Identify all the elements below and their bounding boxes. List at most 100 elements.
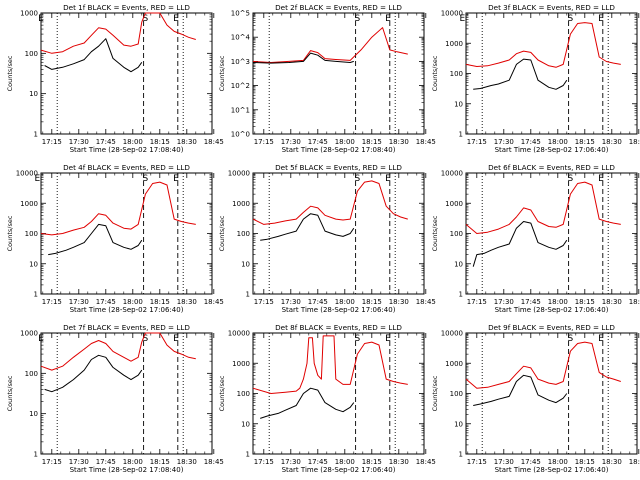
event-marker-label: E xyxy=(38,14,44,24)
event-marker-label: S xyxy=(143,14,149,24)
y-tick-label: 1000 xyxy=(445,200,463,208)
x-tick-label: 17:15 xyxy=(42,138,62,146)
chart-title: Det 3f BLACK = Events, RED = LLD xyxy=(488,3,615,12)
event-marker-label: E xyxy=(35,174,41,184)
x-tick-label: 17:15 xyxy=(254,298,274,306)
y-tick-label: 10 xyxy=(241,260,250,268)
chart-title: Det 9f BLACK = Events, RED = LLD xyxy=(488,323,615,332)
x-tick-label: 18:00 xyxy=(123,298,143,306)
y-tick-label: 1 xyxy=(459,291,463,299)
x-axis-label: Start Time (28-Sep-02 17:08:40) xyxy=(282,146,396,154)
y-tick-label: 10^2 xyxy=(231,82,250,90)
y-tick-label: 10000 xyxy=(228,330,250,338)
y-tick-label: 10 xyxy=(241,420,250,428)
y-tick-label: 1 xyxy=(34,451,38,459)
lld-series-line xyxy=(465,341,621,389)
x-tick-label: 18:30 xyxy=(602,458,622,466)
chart-title: Det 4f BLACK = Events, RED = LLD xyxy=(63,163,190,172)
events-series-line xyxy=(260,387,355,419)
y-axis-label: Counts/sec xyxy=(431,55,439,91)
x-tick-label: 17:15 xyxy=(467,138,487,146)
y-tick-label: 10 xyxy=(29,410,38,418)
x-tick-label: 17:30 xyxy=(494,458,514,466)
event-marker-label: E xyxy=(173,174,179,184)
x-tick-label: 18:15 xyxy=(150,458,170,466)
x-tick-label: 17:45 xyxy=(521,298,541,306)
plot-frame xyxy=(252,172,425,295)
x-tick-label: 18:00 xyxy=(548,138,568,146)
x-tick-label: 17:45 xyxy=(96,458,116,466)
x-tick-label: 18:45 xyxy=(416,458,436,466)
x-tick-label: 17:15 xyxy=(254,458,274,466)
x-tick-label: 17:45 xyxy=(308,138,328,146)
lld-series-line xyxy=(252,27,408,63)
y-tick-label: 10^3 xyxy=(231,58,250,66)
lld-series-line xyxy=(40,12,196,54)
x-tick-label: 18:15 xyxy=(575,458,595,466)
y-tick-label: 10000 xyxy=(228,170,250,178)
event-marker-label: E xyxy=(385,174,391,184)
event-marker-label: E xyxy=(38,334,44,344)
x-tick-label: 17:30 xyxy=(494,298,514,306)
plot-frame xyxy=(40,332,213,455)
y-tick-label: 10^1 xyxy=(231,106,250,114)
x-tick-label: 18:00 xyxy=(335,138,355,146)
y-tick-label: 1 xyxy=(246,451,250,459)
y-tick-label: 10 xyxy=(454,420,463,428)
y-tick-label: 1 xyxy=(459,131,463,139)
x-tick-label: 18:45 xyxy=(629,298,640,306)
events-series-line xyxy=(473,374,568,406)
x-tick-label: 17:30 xyxy=(494,138,514,146)
event-marker-label: E xyxy=(385,334,391,344)
y-tick-label: 1 xyxy=(459,451,463,459)
x-tick-label: 18:30 xyxy=(602,298,622,306)
chart-panel-3: Det 3f BLACK = Events, RED = LLD 1 10 100 10… xyxy=(431,3,640,154)
x-axis-label: Start Time (28-Sep-02 17:06:40) xyxy=(282,466,396,474)
y-tick-label: 1 xyxy=(246,291,250,299)
x-tick-label: 17:15 xyxy=(42,458,62,466)
event-marker-label: E xyxy=(598,14,604,24)
event-marker-label: E xyxy=(460,14,466,24)
y-tick-label: 1000 xyxy=(445,40,463,48)
x-axis-label: Start Time (28-Sep-02 17:06:40) xyxy=(495,306,609,314)
lld-series-line xyxy=(252,180,408,225)
y-tick-label: 10^0 xyxy=(231,131,250,139)
x-tick-label: 18:15 xyxy=(362,138,382,146)
y-tick-label: 100 xyxy=(450,390,463,398)
y-tick-label: 1 xyxy=(34,291,38,299)
y-axis-label: Counts/sec xyxy=(6,55,14,91)
x-tick-label: 18:15 xyxy=(575,298,595,306)
lld-series-line xyxy=(465,181,621,234)
x-tick-label: 18:15 xyxy=(362,458,382,466)
lld-series-line xyxy=(40,332,196,371)
plot-frame xyxy=(252,12,425,135)
x-tick-label: 18:00 xyxy=(335,458,355,466)
x-axis-label: Start Time (28-Sep-02 17:06:40) xyxy=(282,306,396,314)
plot-frame xyxy=(40,172,213,295)
y-tick-label: 100 xyxy=(237,230,250,238)
x-tick-label: 18:15 xyxy=(575,138,595,146)
events-series-line xyxy=(48,223,143,256)
chart-title: Det 2f BLACK = Events, RED = LLD xyxy=(275,3,402,12)
y-axis-label: Counts/sec xyxy=(6,375,14,411)
chart-title: Det 1f BLACK = Events, RED = LLD xyxy=(63,3,190,12)
chart-panel-6: Det 6f BLACK = Events, RED = LLD 1 10 100 10… xyxy=(431,163,640,314)
x-tick-label: 18:00 xyxy=(123,458,143,466)
y-axis-label: Counts/sec xyxy=(431,215,439,251)
event-marker-label: S xyxy=(568,14,574,24)
y-tick-label: 10000 xyxy=(441,170,463,178)
y-tick-label: 10000 xyxy=(441,330,463,338)
lld-series-line xyxy=(40,181,196,236)
lld-series-line xyxy=(465,22,621,68)
events-series-line xyxy=(252,52,354,64)
y-tick-label: 10000 xyxy=(16,170,38,178)
y-tick-label: 1000 xyxy=(20,330,38,338)
x-tick-label: 17:30 xyxy=(281,458,301,466)
x-tick-label: 17:15 xyxy=(467,298,487,306)
event-marker-label: S xyxy=(355,174,361,184)
chart-panel-5: Det 5f BLACK = Events, RED = LLD 1 10 100 10… xyxy=(218,163,436,314)
y-tick-label: 10 xyxy=(29,260,38,268)
plot-frame xyxy=(465,332,638,455)
events-series-line xyxy=(260,213,355,241)
